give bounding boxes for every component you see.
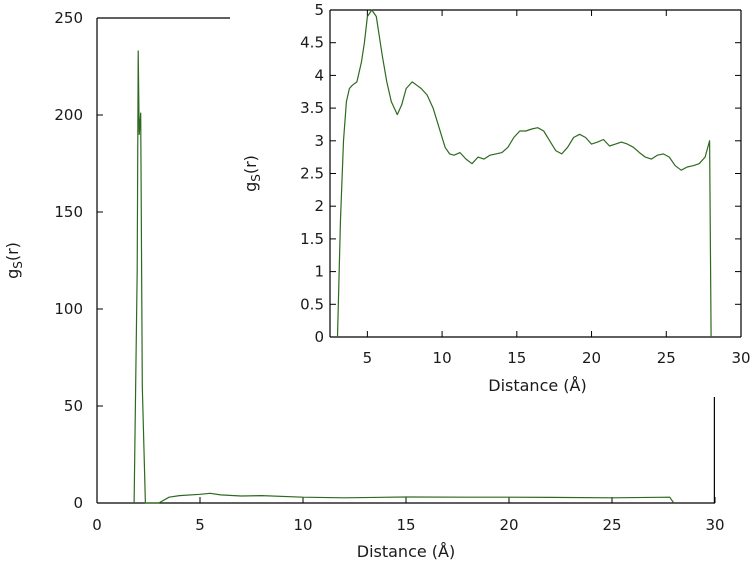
inset-y-tick-label: 0 <box>314 328 324 346</box>
main-x-tick-label: 0 <box>92 516 102 534</box>
inset-y-axis-label-text: gS(r) <box>241 155 263 192</box>
inset-y-tick-label: 5 <box>314 1 324 19</box>
inset-x-tick-label: 20 <box>582 349 601 367</box>
main-y-tick-label: 200 <box>54 106 83 124</box>
main-x-axis-label: Distance (Å) <box>357 542 455 561</box>
inset-y-tick-label: 3 <box>314 132 324 150</box>
main-series-line <box>133 50 675 504</box>
inset-y-tick-label: 4 <box>314 66 324 84</box>
inset-y-tick-label: 2.5 <box>300 165 324 183</box>
main-y-axis-label-text: gS(r) <box>3 242 25 279</box>
inset-y-axis-label: gS(r) <box>241 155 263 192</box>
main-y-tick-label: 0 <box>73 494 83 512</box>
inset-y-tick-label: 1 <box>314 263 324 281</box>
inset-x-tick-label: 5 <box>363 349 373 367</box>
main-x-tick-label: 10 <box>293 516 312 534</box>
inset-x-tick-label: 10 <box>433 349 452 367</box>
inset-y-tick-label: 4.5 <box>300 34 324 52</box>
main-y-tick-label: 250 <box>54 9 83 27</box>
inset-x-tick-label: 15 <box>507 349 526 367</box>
main-x-tick-label: 30 <box>705 516 724 534</box>
inset-x-tick-label: 25 <box>657 349 676 367</box>
main-y-tick-label: 50 <box>64 397 83 415</box>
main-y-tick-label: 100 <box>54 300 83 318</box>
main-x-tick-label: 25 <box>602 516 621 534</box>
inset-y-tick-label: 1.5 <box>300 230 324 248</box>
main-x-tick-label: 15 <box>396 516 415 534</box>
inset-x-axis-label: Distance (Å) <box>488 376 586 395</box>
inset-y-tick-label: 0.5 <box>300 295 324 313</box>
main-x-tick-label: 5 <box>195 516 205 534</box>
inset-x-tick-label: 30 <box>731 349 750 367</box>
main-y-axis-label: gS(r) <box>3 242 25 279</box>
inset-series-line <box>336 9 712 338</box>
inset-y-tick-label: 2 <box>314 197 324 215</box>
main-x-tick-label: 20 <box>499 516 518 534</box>
inset-y-tick-label: 3.5 <box>300 99 324 117</box>
main-y-tick-label: 150 <box>54 203 83 221</box>
